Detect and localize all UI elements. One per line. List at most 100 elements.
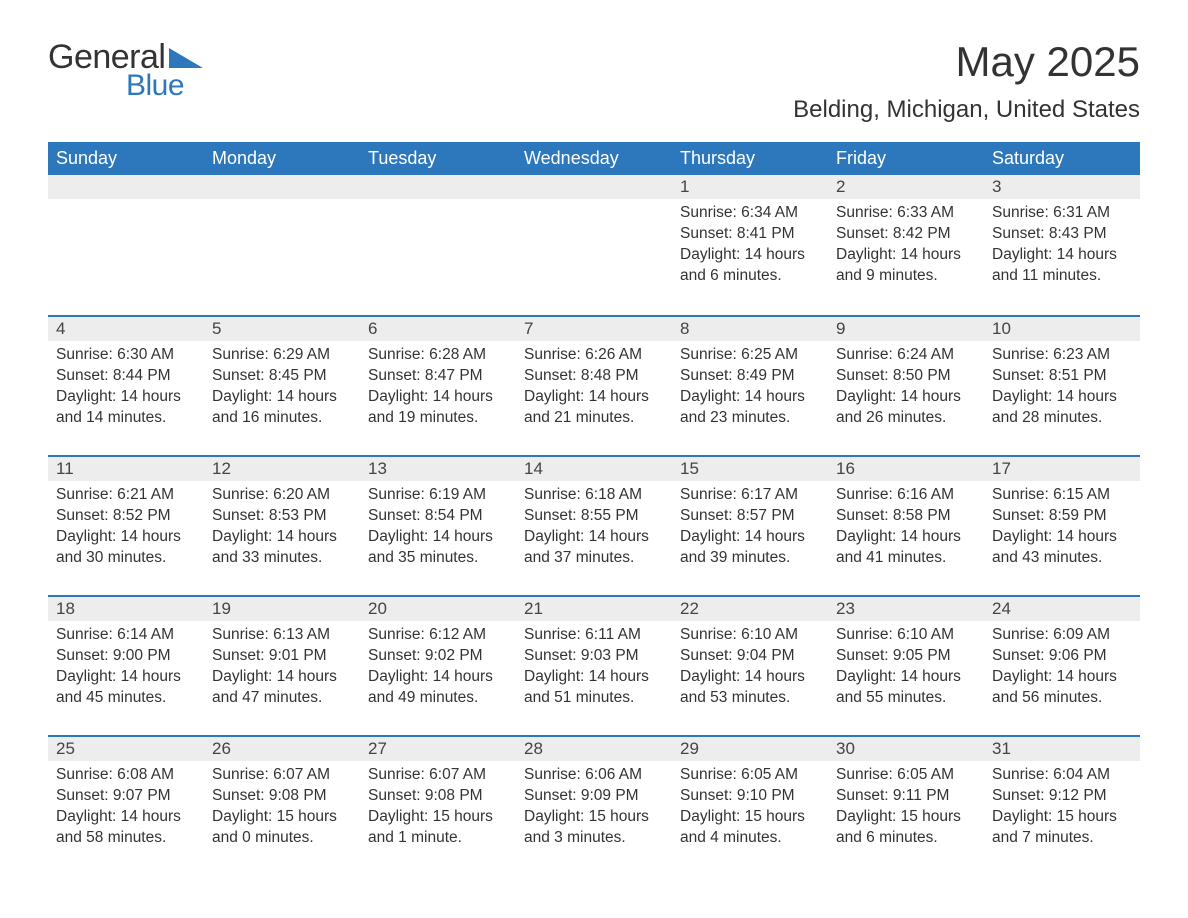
calendar-cell: 25Sunrise: 6:08 AMSunset: 9:07 PMDayligh… [48,737,204,875]
day-number: 24 [984,597,1140,621]
cell-body: Sunrise: 6:05 AMSunset: 9:10 PMDaylight:… [672,761,828,859]
weekday-header: Sunday [48,142,204,175]
cell-body: Sunrise: 6:28 AMSunset: 8:47 PMDaylight:… [360,341,516,439]
day-number: 28 [516,737,672,761]
sunset-text: Sunset: 8:59 PM [992,506,1132,527]
sunset-text: Sunset: 9:02 PM [368,646,508,667]
cell-body [204,199,360,213]
cell-body: Sunrise: 6:06 AMSunset: 9:09 PMDaylight:… [516,761,672,859]
brand-logo: General Blue [48,38,203,103]
sunset-text: Sunset: 8:53 PM [212,506,352,527]
cell-body: Sunrise: 6:14 AMSunset: 9:00 PMDaylight:… [48,621,204,719]
day-number: 29 [672,737,828,761]
calendar-cell: 26Sunrise: 6:07 AMSunset: 9:08 PMDayligh… [204,737,360,875]
logo-text-blue: Blue [126,69,184,103]
sunrise-text: Sunrise: 6:13 AM [212,625,352,646]
day-number: 10 [984,317,1140,341]
calendar-cell: 20Sunrise: 6:12 AMSunset: 9:02 PMDayligh… [360,597,516,735]
week-row: 1Sunrise: 6:34 AMSunset: 8:41 PMDaylight… [48,175,1140,315]
sunset-text: Sunset: 8:55 PM [524,506,664,527]
weekday-header: Friday [828,142,984,175]
daylight-text: Daylight: 14 hours and 30 minutes. [56,527,196,569]
cell-body: Sunrise: 6:23 AMSunset: 8:51 PMDaylight:… [984,341,1140,439]
daylight-text: Daylight: 14 hours and 49 minutes. [368,667,508,709]
daylight-text: Daylight: 14 hours and 6 minutes. [680,245,820,287]
cell-body: Sunrise: 6:26 AMSunset: 8:48 PMDaylight:… [516,341,672,439]
day-number: 6 [360,317,516,341]
calendar-cell: 6Sunrise: 6:28 AMSunset: 8:47 PMDaylight… [360,317,516,455]
daylight-text: Daylight: 15 hours and 6 minutes. [836,807,976,849]
daylight-text: Daylight: 15 hours and 0 minutes. [212,807,352,849]
sunrise-text: Sunrise: 6:19 AM [368,485,508,506]
daylight-text: Daylight: 14 hours and 56 minutes. [992,667,1132,709]
daylight-text: Daylight: 14 hours and 43 minutes. [992,527,1132,569]
sunrise-text: Sunrise: 6:05 AM [836,765,976,786]
location-label: Belding, Michigan, United States [793,96,1140,124]
daylight-text: Daylight: 14 hours and 47 minutes. [212,667,352,709]
daylight-text: Daylight: 14 hours and 28 minutes. [992,387,1132,429]
calendar-cell: 16Sunrise: 6:16 AMSunset: 8:58 PMDayligh… [828,457,984,595]
sunset-text: Sunset: 8:43 PM [992,224,1132,245]
day-number: 3 [984,175,1140,199]
daylight-text: Daylight: 14 hours and 55 minutes. [836,667,976,709]
day-number: 13 [360,457,516,481]
calendar-cell: 23Sunrise: 6:10 AMSunset: 9:05 PMDayligh… [828,597,984,735]
cell-body: Sunrise: 6:08 AMSunset: 9:07 PMDaylight:… [48,761,204,859]
daylight-text: Daylight: 14 hours and 51 minutes. [524,667,664,709]
daylight-text: Daylight: 14 hours and 26 minutes. [836,387,976,429]
cell-body: Sunrise: 6:17 AMSunset: 8:57 PMDaylight:… [672,481,828,579]
daylight-text: Daylight: 14 hours and 45 minutes. [56,667,196,709]
daylight-text: Daylight: 14 hours and 41 minutes. [836,527,976,569]
calendar-cell: 14Sunrise: 6:18 AMSunset: 8:55 PMDayligh… [516,457,672,595]
cell-body: Sunrise: 6:10 AMSunset: 9:04 PMDaylight:… [672,621,828,719]
sunrise-text: Sunrise: 6:05 AM [680,765,820,786]
calendar-cell: 28Sunrise: 6:06 AMSunset: 9:09 PMDayligh… [516,737,672,875]
calendar-cell: 15Sunrise: 6:17 AMSunset: 8:57 PMDayligh… [672,457,828,595]
day-number: 9 [828,317,984,341]
daylight-text: Daylight: 14 hours and 58 minutes. [56,807,196,849]
day-number: 1 [672,175,828,199]
calendar-cell: 12Sunrise: 6:20 AMSunset: 8:53 PMDayligh… [204,457,360,595]
sunrise-text: Sunrise: 6:10 AM [836,625,976,646]
day-number: 30 [828,737,984,761]
week-row: 4Sunrise: 6:30 AMSunset: 8:44 PMDaylight… [48,315,1140,455]
sunset-text: Sunset: 9:05 PM [836,646,976,667]
calendar-cell: 11Sunrise: 6:21 AMSunset: 8:52 PMDayligh… [48,457,204,595]
sunset-text: Sunset: 9:01 PM [212,646,352,667]
cell-body: Sunrise: 6:12 AMSunset: 9:02 PMDaylight:… [360,621,516,719]
day-number: 14 [516,457,672,481]
daylight-text: Daylight: 14 hours and 53 minutes. [680,667,820,709]
sunrise-text: Sunrise: 6:29 AM [212,345,352,366]
cell-body: Sunrise: 6:04 AMSunset: 9:12 PMDaylight:… [984,761,1140,859]
sunset-text: Sunset: 8:50 PM [836,366,976,387]
month-title: May 2025 [793,38,1140,86]
cell-body: Sunrise: 6:30 AMSunset: 8:44 PMDaylight:… [48,341,204,439]
calendar-cell: 24Sunrise: 6:09 AMSunset: 9:06 PMDayligh… [984,597,1140,735]
weeks-container: 1Sunrise: 6:34 AMSunset: 8:41 PMDaylight… [48,175,1140,875]
sunrise-text: Sunrise: 6:15 AM [992,485,1132,506]
week-row: 18Sunrise: 6:14 AMSunset: 9:00 PMDayligh… [48,595,1140,735]
sunset-text: Sunset: 9:10 PM [680,786,820,807]
calendar-cell: 5Sunrise: 6:29 AMSunset: 8:45 PMDaylight… [204,317,360,455]
day-number: 18 [48,597,204,621]
daylight-text: Daylight: 14 hours and 9 minutes. [836,245,976,287]
day-number [204,175,360,199]
sunset-text: Sunset: 9:03 PM [524,646,664,667]
sunrise-text: Sunrise: 6:06 AM [524,765,664,786]
daylight-text: Daylight: 14 hours and 11 minutes. [992,245,1132,287]
calendar-cell: 27Sunrise: 6:07 AMSunset: 9:08 PMDayligh… [360,737,516,875]
page-header: General Blue May 2025 Belding, Michigan,… [48,38,1140,124]
cell-body: Sunrise: 6:10 AMSunset: 9:05 PMDaylight:… [828,621,984,719]
week-row: 11Sunrise: 6:21 AMSunset: 8:52 PMDayligh… [48,455,1140,595]
sunrise-text: Sunrise: 6:23 AM [992,345,1132,366]
weekday-header: Tuesday [360,142,516,175]
day-number: 12 [204,457,360,481]
calendar-cell: 13Sunrise: 6:19 AMSunset: 8:54 PMDayligh… [360,457,516,595]
calendar-cell: 29Sunrise: 6:05 AMSunset: 9:10 PMDayligh… [672,737,828,875]
calendar-cell: 3Sunrise: 6:31 AMSunset: 8:43 PMDaylight… [984,175,1140,315]
cell-body: Sunrise: 6:09 AMSunset: 9:06 PMDaylight:… [984,621,1140,719]
sunset-text: Sunset: 9:08 PM [368,786,508,807]
sunrise-text: Sunrise: 6:11 AM [524,625,664,646]
cell-body: Sunrise: 6:20 AMSunset: 8:53 PMDaylight:… [204,481,360,579]
sunrise-text: Sunrise: 6:20 AM [212,485,352,506]
